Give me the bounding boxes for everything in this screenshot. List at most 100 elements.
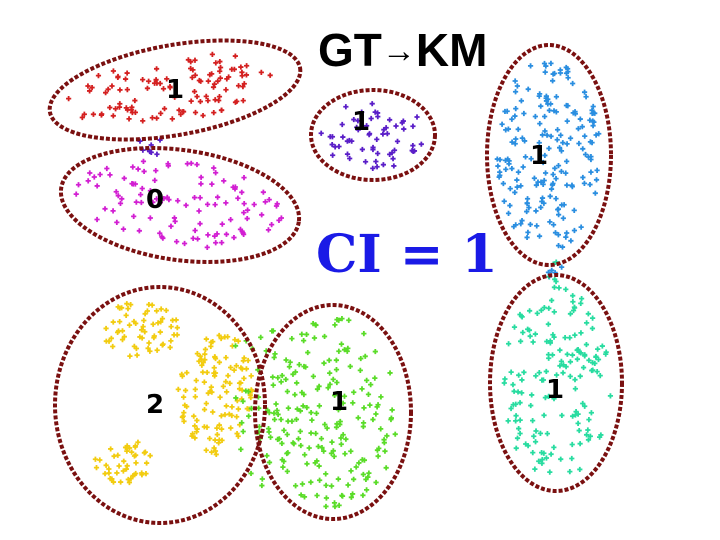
ellipse-red-top-left	[47, 38, 303, 142]
scatter-point	[550, 78, 556, 84]
scatter-point	[232, 184, 238, 190]
scatter-point	[216, 422, 222, 428]
scatter-point	[214, 425, 220, 431]
ellipse-purple-center	[309, 88, 437, 182]
ellipse-blue-right	[485, 43, 613, 267]
scatter-point	[519, 135, 525, 141]
scatter-point	[145, 345, 151, 351]
scatter-point	[117, 87, 123, 93]
scatter-point	[142, 311, 148, 317]
scatter-point	[285, 450, 291, 456]
scatter-point	[582, 133, 588, 139]
scatter-point	[553, 94, 560, 100]
scatter-point	[293, 416, 300, 423]
scatter-point	[286, 364, 293, 370]
scatter-point	[223, 355, 229, 361]
scatter-point	[509, 139, 515, 145]
scatter-point	[509, 116, 515, 122]
scatter-point	[132, 109, 138, 115]
scatter-point	[231, 66, 237, 72]
scatter-point	[567, 311, 574, 317]
scatter-point	[516, 372, 522, 378]
scatter-point	[278, 416, 284, 423]
scatter-point	[271, 354, 277, 361]
scatter-point	[355, 127, 361, 133]
scatter-point	[596, 131, 602, 137]
scatter-point	[322, 421, 328, 428]
scatter-point	[221, 178, 227, 184]
scatter-point	[558, 456, 564, 462]
scatter-point	[237, 226, 244, 232]
scatter-point	[184, 403, 190, 410]
scatter-point	[231, 367, 237, 373]
scatter-point	[355, 415, 361, 421]
scatter-point	[204, 201, 211, 208]
scatter-point	[223, 403, 229, 409]
scatter-point	[340, 400, 346, 406]
scatter-point	[220, 383, 226, 389]
scatter-point	[585, 427, 591, 433]
scatter-point	[514, 184, 520, 190]
scatter-point	[553, 278, 559, 285]
scatter-point	[124, 107, 131, 113]
scatter-point	[583, 432, 590, 438]
scatter-point	[313, 410, 320, 416]
scatter-point	[163, 307, 169, 314]
scatter-point	[287, 359, 293, 365]
scatter-point	[202, 346, 209, 353]
cluster-label-purple-center: 1	[352, 107, 370, 137]
scatter-point	[265, 227, 272, 233]
scatter-point	[259, 482, 265, 489]
scatter-point	[378, 426, 384, 432]
scatter-point	[214, 431, 220, 438]
scatter-point	[224, 76, 230, 82]
scatter-point	[366, 470, 372, 476]
scatter-point	[216, 332, 222, 339]
scatter-point	[570, 299, 576, 305]
scatter-point	[274, 407, 280, 414]
scatter-point	[140, 76, 146, 83]
scatter-point	[527, 63, 534, 69]
scatter-point	[108, 446, 114, 452]
scatter-point	[507, 185, 513, 192]
scatter-point	[527, 333, 533, 339]
scatter-point	[262, 199, 268, 205]
scatter-point	[120, 468, 126, 474]
scatter-point	[198, 181, 204, 187]
scatter-point	[547, 469, 553, 475]
scatter-point	[225, 334, 231, 340]
scatter-point	[134, 352, 140, 358]
scatter-point	[188, 98, 194, 104]
scatter-point	[339, 493, 346, 499]
scatter-point	[196, 358, 202, 364]
scatter-point	[328, 450, 335, 456]
scatter-point	[178, 111, 184, 117]
scatter-point	[219, 221, 225, 227]
scatter-point	[198, 174, 204, 180]
scatter-point	[138, 192, 144, 198]
scatter-point	[552, 230, 559, 236]
scatter-point	[537, 121, 543, 127]
scatter-point	[194, 350, 200, 357]
scatter-point	[180, 394, 187, 400]
scatter-point	[512, 189, 518, 196]
scatter-point	[111, 453, 117, 459]
scatter-point	[211, 165, 217, 171]
scatter-point	[501, 380, 507, 386]
scatter-point	[513, 106, 519, 112]
scatter-point	[575, 126, 581, 132]
scatter-point	[188, 65, 194, 72]
scatter-point	[209, 71, 215, 77]
scatter-point	[115, 193, 121, 199]
scatter-point	[543, 93, 549, 99]
scatter-point	[147, 215, 153, 221]
scatter-point	[201, 406, 208, 413]
scatter-point	[167, 344, 173, 351]
scatter-point	[266, 197, 272, 203]
scatter-point	[331, 453, 337, 459]
scatter-point	[501, 198, 507, 204]
scatter-point	[211, 365, 217, 371]
scatter-point	[551, 309, 557, 315]
scatter-point	[527, 308, 533, 314]
scatter-point	[205, 98, 211, 104]
